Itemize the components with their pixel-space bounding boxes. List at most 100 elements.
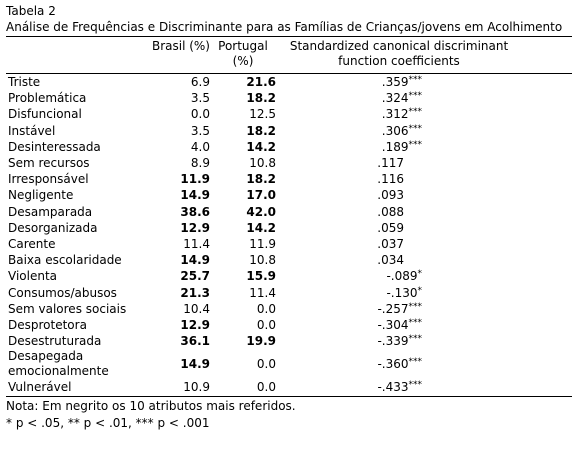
coef-value: .037 [377,237,404,252]
table-label: Tabela 2 [6,4,56,18]
brasil-cell: 25.7 [180,269,210,284]
row-label: Instável [8,123,56,138]
table-row: Sem valores sociais 10.4 0.0 -.257*** [6,301,572,317]
portugal-cell: 15.9 [246,269,276,284]
table-row: Desorganizada 12.9 14.2 .059 [6,220,572,236]
coef-cell: .306*** [276,123,572,139]
table-row: Instável 3.5 18.2.306*** [6,123,572,139]
portugal-cell: 17.0 [246,188,276,203]
coef-value: .306 [381,123,409,138]
significance: * [417,269,423,280]
coef-cell: -.433*** [276,379,572,396]
coef-cell: .324*** [276,90,572,106]
row-label: Negligente [8,188,74,203]
portugal-cell: 0.0 [256,357,276,372]
table-row: Irresponsável 11.9 18.2 .116 [6,171,572,187]
table-row: Violenta 25.7 15.9 -.089* [6,268,572,284]
brasil-cell: 6.9 [190,75,210,89]
coef-cell: -.130* [276,285,572,301]
coef-value: .088 [377,204,404,219]
significance: * [417,285,423,296]
portugal-cell: 0.0 [256,301,276,316]
brasil-cell: 11.4 [183,237,210,252]
portugal-cell: 12.5 [249,107,276,122]
row-label: Baixa escolaridade [8,253,122,268]
coef-cell: .359*** [276,74,572,91]
row-label: Desapegada emocionalmente [8,349,109,379]
significance: *** [408,123,423,134]
header-cell [6,37,148,74]
header-row: Brasil (%) Portugal (%) Standardized can… [6,36,572,74]
row-label: Problemática [8,91,87,106]
row-label: Irresponsável [8,172,89,187]
portugal-cell: 21.6 [246,75,276,89]
coef-cell: .034 [276,252,572,268]
table: Brasil (%) Portugal (%) Standardized can… [6,36,572,397]
coef-value: -.257 [377,301,409,316]
coef-value: .093 [377,188,404,203]
table-row: Desamparada 38.6 42.0 .088 [6,204,572,220]
coef-cell: .117 [276,155,572,171]
coef-value: .324 [381,91,409,106]
row-label: Disfuncional [8,107,82,122]
row-label: Desorganizada [8,220,98,235]
coef-value: .312 [381,107,409,122]
significance: *** [408,318,423,329]
coef-value: .034 [377,253,404,268]
portugal-cell: 0.0 [256,318,276,333]
coef-cell: .116 [276,171,572,187]
table-body: Triste 6.9 21.6.359*** Problemática 3.5 18.2.… [6,74,572,397]
document: Tabela 2 Análise de Frequências e Discri… [6,4,572,432]
brasil-cell: 3.5 [190,123,210,138]
portugal-cell: 10.8 [249,253,276,268]
coef-cell: -.360*** [276,349,572,379]
portugal-cell: 11.9 [249,237,276,252]
brasil-cell: 12.9 [180,220,210,235]
table-row: Carente 11.4 11.9 .037 [6,236,572,252]
coef-cell: .088 [276,204,572,220]
brasil-cell: 3.5 [190,91,210,106]
significance: *** [408,357,423,368]
brasil-cell: 8.9 [190,156,210,171]
note: Nota: Em negrito os 10 atributos mais re… [6,398,296,413]
brasil-cell: 0.0 [190,107,210,122]
row-label: Violenta [8,269,58,284]
brasil-cell: 14.9 [180,253,210,268]
significance: *** [408,107,423,118]
table-row: Desprotetora 12.9 0.0 -.304*** [6,317,572,333]
portugal-cell: 14.2 [246,139,276,154]
table-row: Disfuncional 0.0 12.5 .312*** [6,106,572,122]
table-row: Sem recursos 8.9 10.8 .117 [6,155,572,171]
coef-cell: -.089* [276,268,572,284]
row-label: Carente [8,237,56,252]
header-cell: Portugal (%) [218,39,268,68]
header-cell: Brasil (%) [151,39,210,53]
coef-value: .359 [381,75,409,89]
row-label: Desprotetora [8,318,87,333]
brasil-cell: 36.1 [180,334,210,349]
table-row: Problemática 3.5 18.2.324*** [6,90,572,106]
significance: *** [408,75,423,85]
significance: *** [408,301,423,312]
row-label: Consumos/abusos [8,285,117,300]
coef-value: .189 [381,139,409,154]
row-label: Desamparada [8,204,93,219]
significance: *** [408,139,423,150]
brasil-cell: 10.9 [183,380,210,395]
row-label: Vulnerável [8,380,72,395]
table-header: Brasil (%) Portugal (%) Standardized can… [6,36,572,74]
portugal-cell: 0.0 [256,380,276,395]
table-row: Desapegada emocionalmente 14.9 0.0 -.360*** [6,349,572,379]
coef-cell: -.339*** [276,333,572,349]
notes: Nota: Em negrito os 10 atributos mais re… [6,398,572,432]
table-row: Consumos/abusos 21.3 11.4 -.130* [6,285,572,301]
coef-value: -.304 [377,318,409,333]
coef-value: .116 [377,172,404,187]
brasil-cell: 14.9 [180,357,210,372]
row-label: Sem valores sociais [8,301,127,316]
brasil-cell: 11.9 [180,172,210,187]
coef-value: .117 [377,156,404,171]
significance: *** [408,334,423,345]
portugal-cell: 18.2 [246,91,276,106]
